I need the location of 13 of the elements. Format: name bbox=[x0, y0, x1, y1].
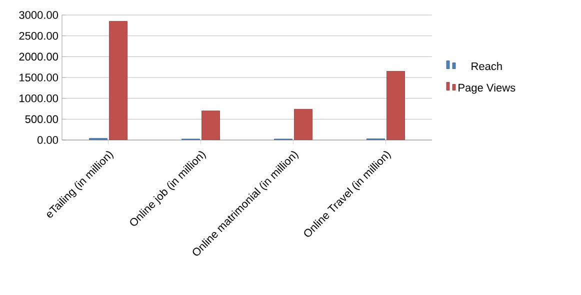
y-tick-label: 0.00 bbox=[37, 136, 58, 144]
y-tick-label: 2500.00 bbox=[19, 32, 58, 40]
y-tick-label: 3000.00 bbox=[19, 11, 58, 19]
y-tick-label: 500.00 bbox=[25, 115, 58, 124]
y-tick-label: 1500.00 bbox=[20, 74, 58, 82]
bar bbox=[202, 110, 220, 140]
legend-label: Page Views bbox=[458, 84, 516, 94]
bar bbox=[294, 108, 312, 140]
y-tick-label: 2000.00 bbox=[19, 52, 58, 61]
y-tick-label: 1000.00 bbox=[20, 94, 58, 102]
bar bbox=[386, 71, 405, 140]
bar bbox=[109, 21, 128, 140]
legend-label: Reach bbox=[472, 62, 502, 70]
